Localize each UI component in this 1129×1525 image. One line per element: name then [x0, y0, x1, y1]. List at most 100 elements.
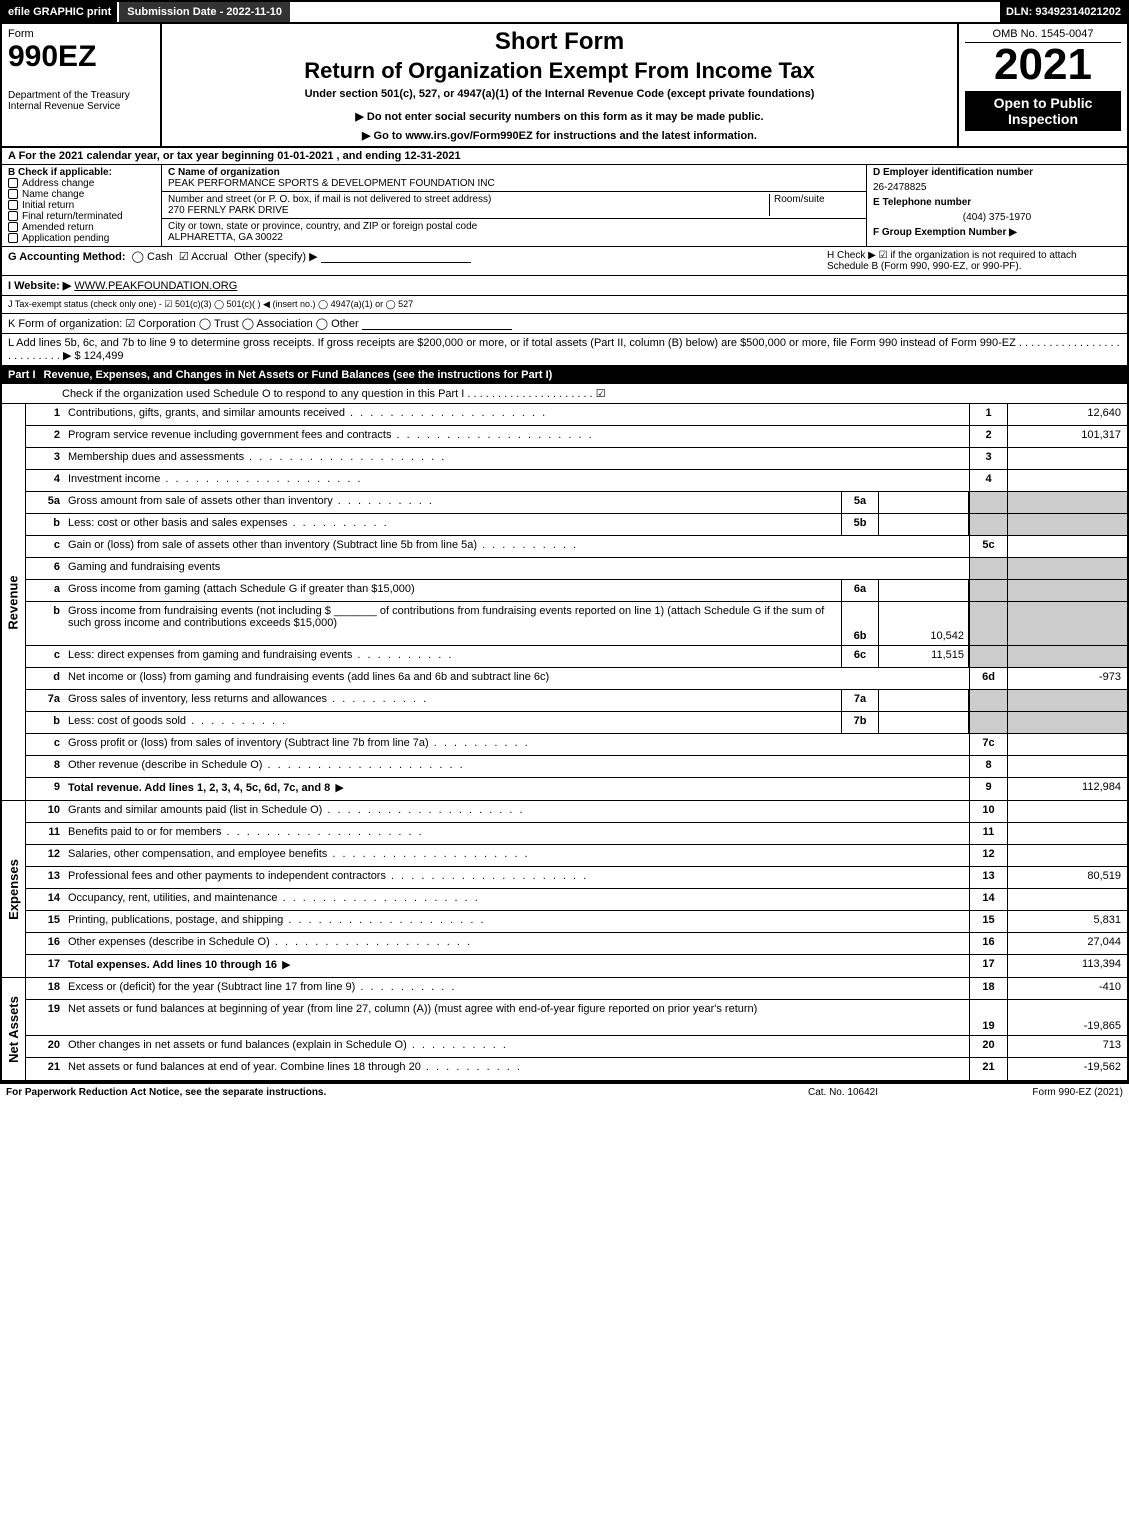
open-to-public: Open to Public Inspection [965, 91, 1121, 131]
header-center: Short Form Return of Organization Exempt… [162, 24, 957, 146]
line-12: 12 Salaries, other compensation, and emp… [26, 845, 1127, 867]
top-bar: efile GRAPHIC print Submission Date - 20… [2, 2, 1127, 24]
form-number: 990EZ [8, 40, 154, 74]
line-11: 11 Benefits paid to or for members 11 [26, 823, 1127, 845]
goto-text[interactable]: ▶ Go to www.irs.gov/Form990EZ for instru… [362, 130, 757, 142]
dln-label: DLN: 93492314021202 [1000, 2, 1127, 22]
netassets-body: 18 Excess or (deficit) for the year (Sub… [26, 978, 1127, 1080]
line-7c: c Gross profit or (loss) from sales of i… [26, 734, 1127, 756]
footer-notice: For Paperwork Reduction Act Notice, see … [6, 1087, 743, 1098]
line-19: 19 Net assets or fund balances at beginn… [26, 1000, 1127, 1036]
revenue-sidelabel: Revenue [2, 404, 26, 800]
g-label: G Accounting Method: [8, 251, 126, 263]
line-8: 8 Other revenue (describe in Schedule O)… [26, 756, 1127, 778]
org-city: ALPHARETTA, GA 30022 [168, 232, 860, 243]
org-name: PEAK PERFORMANCE SPORTS & DEVELOPMENT FO… [168, 178, 860, 189]
c-street-label: Number and street (or P. O. box, if mail… [168, 194, 765, 205]
chk-pending[interactable]: Application pending [8, 233, 155, 244]
g-other-blank[interactable] [321, 251, 471, 263]
line-18: 18 Excess or (deficit) for the year (Sub… [26, 978, 1127, 1000]
h-check: H Check ▶ ☑ if the organization is not r… [821, 250, 1121, 272]
part-i-title: Revenue, Expenses, and Changes in Net As… [44, 369, 553, 381]
part-i-header: Part I Revenue, Expenses, and Changes in… [2, 366, 1127, 384]
k-blank[interactable] [362, 318, 512, 330]
chk-address[interactable]: Address change [8, 178, 155, 189]
i-label: I Website: ▶ [8, 280, 71, 292]
line-17: 17 Total expenses. Add lines 10 through … [26, 955, 1127, 977]
line-14: 14 Occupancy, rent, utilities, and maint… [26, 889, 1127, 911]
room-label: Room/suite [774, 194, 860, 205]
expenses-body: 10 Grants and similar amounts paid (list… [26, 801, 1127, 977]
return-title: Return of Organization Exempt From Incom… [168, 58, 951, 84]
line-6b: b Gross income from fundraising events (… [26, 602, 1127, 646]
header-right: OMB No. 1545-0047 2021 Open to Public In… [957, 24, 1127, 146]
department-label: Department of the Treasury Internal Reve… [8, 90, 154, 112]
line-16: 16 Other expenses (describe in Schedule … [26, 933, 1127, 955]
footer-formref: Form 990-EZ (2021) [943, 1087, 1123, 1098]
g-other[interactable]: Other (specify) ▶ [234, 251, 318, 263]
section-bcdef: B Check if applicable: Address change Na… [2, 165, 1127, 247]
line-20: 20 Other changes in net assets or fund b… [26, 1036, 1127, 1058]
revenue-body: 1 Contributions, gifts, grants, and simi… [26, 404, 1127, 800]
col-b: B Check if applicable: Address change Na… [2, 165, 162, 246]
line-7b: b Less: cost of goods sold 7b [26, 712, 1127, 734]
chk-name[interactable]: Name change [8, 189, 155, 200]
ein-label: D Employer identification number [873, 167, 1033, 178]
line-13: 13 Professional fees and other payments … [26, 867, 1127, 889]
line-7a: 7a Gross sales of inventory, less return… [26, 690, 1127, 712]
b-label: B Check if applicable: [8, 167, 155, 178]
row-l: L Add lines 5b, 6c, and 7b to line 9 to … [2, 334, 1127, 366]
short-form-title: Short Form [168, 28, 951, 56]
line-3: 3 Membership dues and assessments 3 [26, 448, 1127, 470]
netassets-sidelabel: Net Assets [2, 978, 26, 1080]
line-4: 4 Investment income 4 [26, 470, 1127, 492]
line-1: 1 Contributions, gifts, grants, and simi… [26, 404, 1127, 426]
line-6: 6 Gaming and fundraising events [26, 558, 1127, 580]
line-10: 10 Grants and similar amounts paid (list… [26, 801, 1127, 823]
c-city-row: City or town, state or province, country… [162, 219, 866, 245]
line-5b: b Less: cost or other basis and sales ex… [26, 514, 1127, 536]
org-street: 270 FERNLY PARK DRIVE [168, 205, 765, 216]
page-footer: For Paperwork Reduction Act Notice, see … [0, 1084, 1129, 1101]
c-name-row: C Name of organization PEAK PERFORMANCE … [162, 165, 866, 192]
row-gh: G Accounting Method: ◯ Cash ☑ Accrual Ot… [2, 247, 1127, 276]
chk-amended[interactable]: Amended return [8, 222, 155, 233]
k-text: K Form of organization: ☑ Corporation ◯ … [8, 318, 359, 330]
website-value[interactable]: WWW.PEAKFOUNDATION.ORG [74, 280, 237, 292]
line-21: 21 Net assets or fund balances at end of… [26, 1058, 1127, 1080]
form-word: Form [8, 28, 154, 40]
tel-value: (404) 375-1970 [873, 212, 1121, 223]
revenue-table: Revenue 1 Contributions, gifts, grants, … [2, 404, 1127, 801]
line-5c: c Gain or (loss) from sale of assets oth… [26, 536, 1127, 558]
tax-year: 2021 [965, 43, 1121, 87]
chk-final[interactable]: Final return/terminated [8, 211, 155, 222]
line-9: 9 Total revenue. Add lines 1, 2, 3, 4, 5… [26, 778, 1127, 800]
part-i-check: Check if the organization used Schedule … [2, 384, 1127, 404]
row-i: I Website: ▶ WWW.PEAKFOUNDATION.ORG [2, 276, 1127, 296]
footer-catno: Cat. No. 10642I [743, 1087, 943, 1098]
g-cash[interactable]: Cash [147, 251, 173, 263]
g-accrual[interactable]: Accrual [191, 251, 228, 263]
netassets-table: Net Assets 18 Excess or (deficit) for th… [2, 978, 1127, 1082]
row-k: K Form of organization: ☑ Corporation ◯ … [2, 314, 1127, 334]
efile-label: efile GRAPHIC print [2, 2, 117, 22]
row-j: J Tax-exempt status (check only one) - ☑… [2, 296, 1127, 314]
line-15: 15 Printing, publications, postage, and … [26, 911, 1127, 933]
form-container: efile GRAPHIC print Submission Date - 20… [0, 0, 1129, 1084]
header-left: Form 990EZ Department of the Treasury In… [2, 24, 162, 146]
line-5a: 5a Gross amount from sale of assets othe… [26, 492, 1127, 514]
line-6d: d Net income or (loss) from gaming and f… [26, 668, 1127, 690]
part-i-label: Part I [8, 369, 44, 381]
chk-initial[interactable]: Initial return [8, 200, 155, 211]
do-not-enter: ▶ Do not enter social security numbers o… [168, 110, 951, 123]
expenses-sidelabel: Expenses [2, 801, 26, 977]
line-a: A For the 2021 calendar year, or tax yea… [2, 148, 1127, 165]
col-c: C Name of organization PEAK PERFORMANCE … [162, 165, 867, 246]
under-section: Under section 501(c), 527, or 4947(a)(1)… [168, 88, 951, 100]
goto-link: ▶ Go to www.irs.gov/Form990EZ for instru… [168, 129, 951, 142]
tel-label: E Telephone number [873, 197, 971, 208]
expenses-table: Expenses 10 Grants and similar amounts p… [2, 801, 1127, 978]
form-header: Form 990EZ Department of the Treasury In… [2, 24, 1127, 148]
col-d: D Employer identification number 26-2478… [867, 165, 1127, 246]
ein-value: 26-2478825 [873, 182, 1121, 193]
